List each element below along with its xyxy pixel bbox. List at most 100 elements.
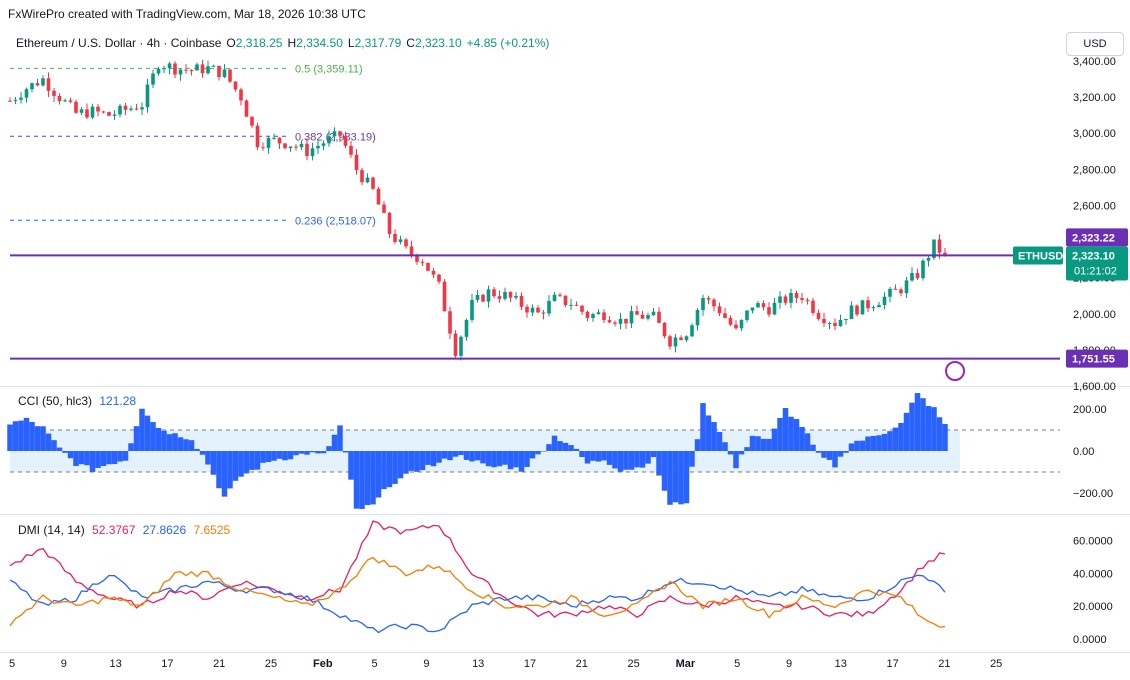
open-label: O: [226, 36, 236, 50]
change-value: +4.85 (+0.21%): [466, 36, 550, 50]
candle-body: [849, 305, 854, 320]
candle-body: [189, 70, 194, 72]
candle-body: [657, 311, 661, 323]
candle-body: [750, 307, 755, 311]
cci-bar: [469, 451, 475, 462]
candle-body: [827, 322, 832, 324]
candle-body: [332, 131, 337, 137]
candle-body: [629, 311, 634, 324]
cci-bar: [260, 451, 266, 463]
candle-body: [536, 307, 540, 313]
cci-bar: [683, 451, 690, 504]
candle-body: [585, 311, 590, 319]
cci-bar: [45, 433, 52, 451]
candle-body: [101, 111, 106, 113]
price-candles: [8, 59, 947, 361]
close-label: C: [406, 36, 415, 50]
cci-bar: [293, 451, 299, 456]
cci-bar: [678, 451, 684, 505]
candle-body: [547, 300, 551, 314]
candle-body: [376, 188, 381, 205]
cci-bar: [782, 407, 789, 451]
cci-bar: [254, 451, 261, 470]
cci-bar: [716, 432, 723, 451]
candle-body: [888, 288, 892, 297]
candle-body: [844, 319, 848, 321]
time-tick-label: 9: [786, 658, 792, 670]
candle-body: [943, 252, 947, 256]
candle-body: [41, 78, 45, 86]
cci-tick-label: −200.00: [1073, 488, 1113, 500]
cci-bar: [386, 451, 393, 488]
candle-body: [415, 254, 419, 262]
price-tick-label: 2,800.00: [1073, 164, 1116, 176]
cci-bar: [518, 451, 525, 472]
cci-bar: [95, 451, 101, 468]
candle-body: [134, 108, 139, 110]
fib-label: 0.382 (2,983.19): [295, 131, 376, 143]
candle-body: [772, 302, 777, 315]
cci-bar: [628, 451, 635, 470]
candle-body: [778, 296, 782, 303]
time-tick-label: Mar: [676, 658, 696, 670]
candle-body: [217, 65, 221, 78]
dmi-legend: DMI (14, 14) 52.3767 27.8626 7.6525: [18, 523, 230, 537]
candle-body: [486, 289, 491, 302]
cci-bar: [502, 451, 508, 465]
candle-body: [459, 336, 463, 356]
dmi-series-line: [9, 556, 946, 628]
cci-bar: [320, 451, 327, 454]
cci-bar: [524, 451, 530, 467]
cci-bar: [265, 451, 272, 463]
cci-bar: [84, 451, 90, 466]
candle-body: [354, 154, 359, 171]
price-tick-label: 3,200.00: [1073, 92, 1116, 104]
cci-bar: [7, 424, 13, 451]
price-tick-label: 3,000.00: [1073, 128, 1116, 140]
candle-body: [448, 311, 452, 334]
currency-button[interactable]: USD: [1066, 32, 1124, 56]
dmi-plus-value: 52.3767: [92, 523, 136, 537]
cci-bar: [133, 426, 140, 451]
cci-bar: [326, 446, 332, 451]
cci-bar: [903, 412, 910, 451]
cci-bar: [128, 443, 134, 451]
cci-bar: [271, 451, 277, 461]
time-tick-label: 17: [886, 658, 898, 670]
candle-body: [811, 300, 815, 313]
candle-body: [855, 305, 859, 315]
cci-bar: [623, 451, 629, 470]
candle-body: [437, 274, 441, 282]
cci-bar: [650, 451, 657, 458]
price-tick-label: 3,400.00: [1073, 56, 1116, 68]
cci-title[interactable]: CCI (50, hlc3): [18, 394, 93, 408]
cci-bar: [854, 440, 860, 451]
cci-bar: [232, 451, 239, 481]
candle-body: [118, 105, 122, 115]
symbol-title[interactable]: Ethereum / U.S. Dollar · 4h · Coinbase: [16, 36, 222, 50]
time-tick-label: 13: [109, 658, 121, 670]
price-legend: Ethereum / U.S. Dollar · 4h · Coinbase O2…: [16, 36, 554, 50]
candle-body: [717, 306, 722, 314]
cci-bar: [436, 451, 442, 463]
candle-body: [360, 170, 364, 183]
dmi-series-line: [9, 520, 946, 618]
open-value: 2,318.25: [235, 36, 283, 50]
cci-bar: [216, 451, 222, 489]
candle-body: [635, 311, 639, 315]
candle-body: [877, 305, 881, 308]
cci-bar: [62, 451, 68, 453]
cci-bar: [474, 451, 481, 461]
cci-bar: [722, 442, 728, 451]
time-tick-label: 21: [938, 658, 950, 670]
dmi-title[interactable]: DMI (14, 14): [18, 523, 85, 537]
cci-bar: [89, 451, 96, 472]
current-price-tag: [1066, 246, 1128, 281]
candle-body: [783, 296, 788, 303]
candle-body: [761, 303, 766, 308]
candle-body: [723, 313, 727, 318]
candle-body: [206, 66, 210, 74]
cci-bar: [23, 417, 30, 451]
cci-bar: [375, 451, 382, 498]
